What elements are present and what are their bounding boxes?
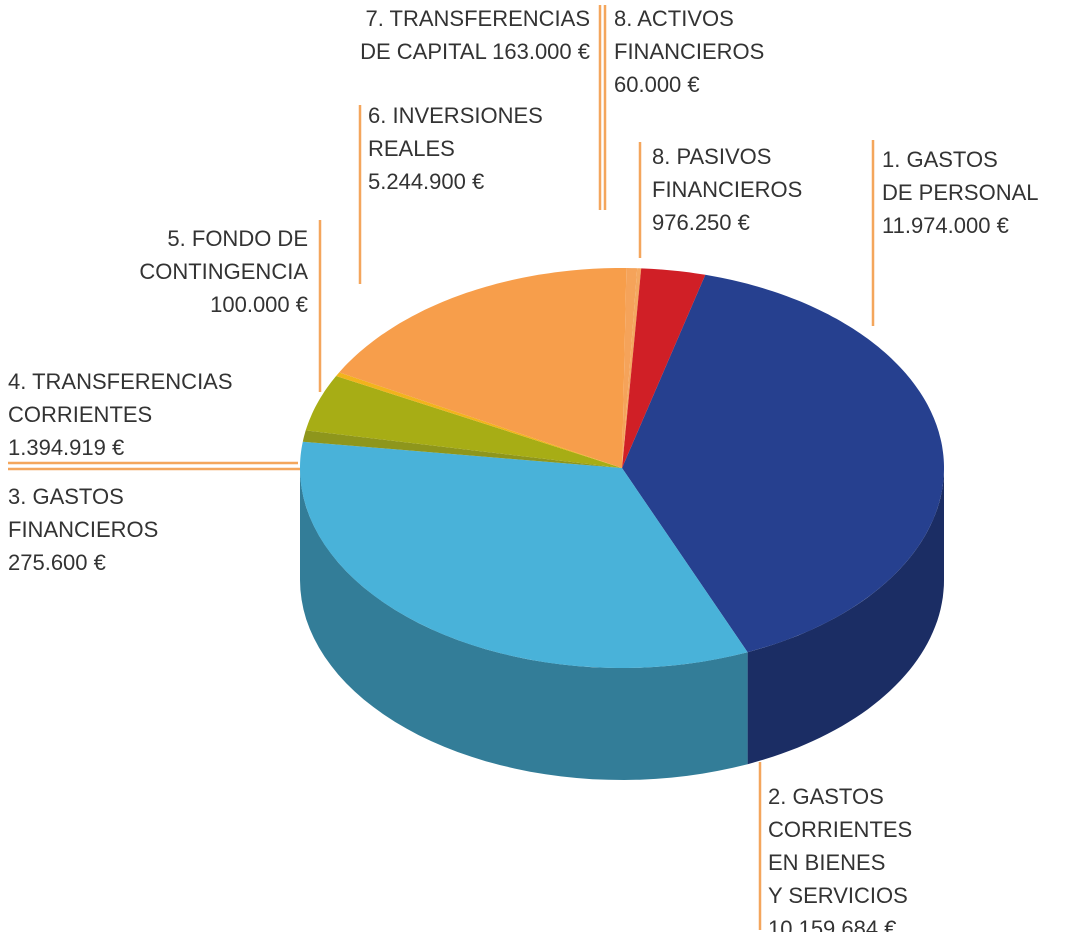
category-label: 1. GASTOS DE PERSONAL bbox=[882, 147, 1039, 205]
category-label: 5. FONDO DE CONTINGENCIA bbox=[139, 226, 308, 284]
category-label: 4. TRANSFERENCIAS CORRIENTES bbox=[8, 369, 233, 427]
category-label: 6. INVERSIONES REALES bbox=[368, 103, 543, 161]
value-label: 976.250 € bbox=[652, 210, 750, 235]
slice bbox=[622, 268, 642, 468]
slice-label: 2. GASTOS CORRIENTES EN BIENES Y SERVICI… bbox=[768, 780, 958, 932]
slice bbox=[300, 441, 748, 668]
value-label: 275.600 € bbox=[8, 550, 106, 575]
category-label: 3. GASTOS FINANCIEROS bbox=[8, 484, 159, 542]
slice bbox=[336, 372, 622, 468]
category-label: 2. GASTOS CORRIENTES EN BIENES Y SERVICI… bbox=[768, 784, 913, 908]
value-label: 1.394.919 € bbox=[8, 435, 125, 460]
slice-label: 3. GASTOS FINANCIEROS 275.600 € bbox=[8, 480, 208, 579]
slice bbox=[305, 376, 622, 468]
category-label: 7. TRANSFERENCIAS DE CAPITAL bbox=[360, 6, 590, 64]
slice-label: 5. FONDO DE CONTINGENCIA 100.000 € bbox=[8, 222, 308, 321]
slice bbox=[622, 268, 638, 468]
category-label: 8. PASIVOS FINANCIEROS bbox=[652, 144, 803, 202]
slice bbox=[622, 268, 706, 468]
slice-side bbox=[747, 468, 944, 765]
value-label: 11.974.000 € bbox=[882, 213, 1009, 238]
slice bbox=[302, 430, 622, 468]
value-label: 60.000 € bbox=[614, 72, 700, 97]
slice-label: 1. GASTOS DE PERSONAL 11.974.000 € bbox=[882, 143, 1069, 242]
value-label: 100.000 € bbox=[210, 292, 308, 317]
slice-label: 8. ACTIVOS FINANCIEROS 60.000 € bbox=[614, 2, 774, 101]
slice-side bbox=[300, 468, 748, 780]
slice-label: 8. PASIVOS FINANCIEROS 976.250 € bbox=[652, 140, 842, 239]
category-label: 8. ACTIVOS FINANCIEROS bbox=[614, 6, 765, 64]
slice bbox=[622, 274, 944, 653]
slice-label: 4. TRANSFERENCIAS CORRIENTES 1.394.919 € bbox=[8, 365, 288, 464]
value-label: 10.159.684 € bbox=[768, 916, 897, 932]
slice-label: 7. TRANSFERENCIAS DE CAPITAL 163.000 € bbox=[290, 2, 590, 68]
value-label: 5.244.900 € bbox=[368, 169, 485, 194]
value-label: 163.000 € bbox=[492, 39, 590, 64]
slice bbox=[339, 268, 627, 468]
slice-label: 6. INVERSIONES REALES 5.244.900 € bbox=[368, 99, 588, 198]
